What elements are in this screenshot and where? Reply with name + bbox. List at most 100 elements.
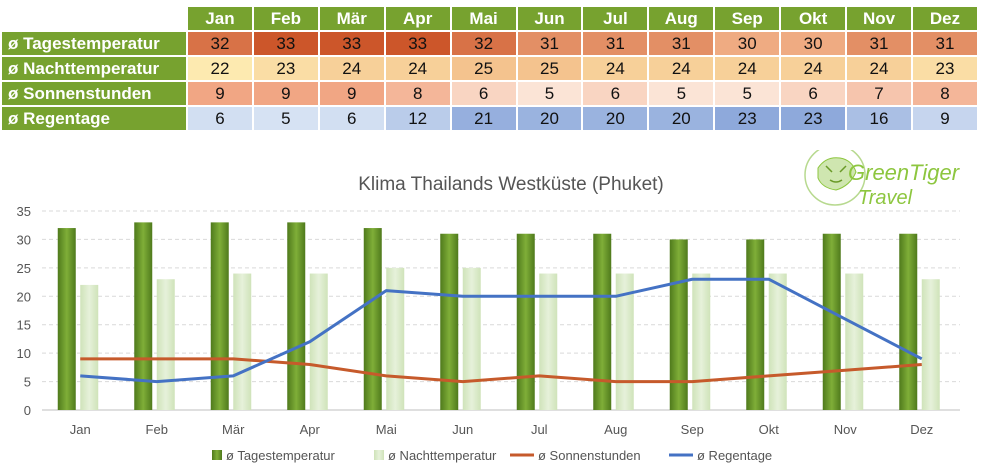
legend-swatch	[374, 450, 384, 460]
y-tick-label: 5	[24, 375, 31, 390]
bar-day-Jul	[516, 233, 535, 410]
table-cell: 24	[715, 57, 780, 80]
row-label: ø Regentage	[2, 107, 186, 130]
table-row: ø Regentage 6 5 6 12 21 20 20 20 23 23 16 9	[2, 107, 977, 130]
month-header-4: Mai	[451, 7, 516, 30]
table-cell: 9	[253, 82, 318, 105]
month-header-5: Jun	[517, 7, 582, 30]
line-series-raindays	[80, 277, 923, 384]
line-series-sunshine	[80, 357, 922, 384]
table-cell: 31	[583, 32, 648, 55]
table-cell: 5	[649, 82, 714, 105]
table-cell: 33	[319, 32, 384, 55]
table-cell: 22	[188, 57, 252, 80]
table-cell: 21	[451, 107, 516, 130]
tiger-face-icon	[825, 165, 847, 183]
bar-night-Jan	[80, 284, 99, 410]
table-cell: 23	[781, 107, 846, 130]
table-cell: 6	[583, 82, 648, 105]
table-cell: 9	[188, 82, 252, 105]
table-cell: 24	[385, 57, 450, 80]
legend-label: ø Nachttemperatur	[388, 448, 497, 463]
table-row: ø Sonnenstunden 9 9 9 8 6 5 6 5 5 6 7 8	[2, 82, 977, 105]
table-cell: 30	[715, 32, 780, 55]
month-header-0: Jan	[188, 7, 252, 30]
chart-title: Klima Thailands Westküste (Phuket)	[358, 174, 664, 195]
table-cell: 5	[253, 107, 318, 130]
x-tick-label: Mär	[222, 422, 245, 437]
bar-night-Mär	[233, 273, 252, 410]
month-header-row: Jan Feb Mär Apr Mai Jun Jul Aug Sep Okt Nov Dez	[2, 7, 977, 30]
x-tick-label: Nov	[834, 422, 858, 437]
bar-night-Mai	[386, 267, 405, 410]
x-tick-label: Jun	[452, 422, 473, 437]
y-tick-label: 0	[24, 403, 31, 418]
bar-night-Aug	[615, 273, 634, 410]
table-cell: 5	[517, 82, 582, 105]
y-tick-label: 25	[17, 261, 31, 276]
x-tick-label: Dez	[910, 422, 933, 437]
table-cell: 20	[583, 107, 648, 130]
y-tick-label: 10	[17, 346, 31, 361]
x-tick-label: Apr	[300, 422, 321, 437]
bar-night-Jul	[539, 273, 558, 410]
table-cell: 8	[912, 82, 977, 105]
row-label: ø Sonnenstunden	[2, 82, 186, 105]
table-cell: 5	[715, 82, 780, 105]
month-header-7: Aug	[649, 7, 714, 30]
table-cell: 23	[912, 57, 977, 80]
bar-day-Dez	[899, 233, 918, 410]
x-tick-label: Jan	[70, 422, 91, 437]
logo-circle	[804, 150, 866, 206]
legend-label: ø Regentage	[697, 448, 772, 463]
table-cell: 7	[847, 82, 911, 105]
table-cell: 20	[649, 107, 714, 130]
table-cell: 6	[319, 107, 384, 130]
y-tick-label: 15	[17, 318, 31, 333]
bar-night-Jun	[462, 267, 481, 410]
bar-night-Apr	[309, 273, 328, 410]
table-cell: 20	[517, 107, 582, 130]
month-header-10: Nov	[847, 7, 911, 30]
x-tick-label: Aug	[604, 422, 627, 437]
climate-table: Jan Feb Mär Apr Mai Jun Jul Aug Sep Okt Nov Dez ø T…	[0, 5, 979, 132]
bar-night-Sep	[692, 273, 711, 410]
table-cell: 30	[781, 32, 846, 55]
table-cell: 24	[847, 57, 911, 80]
bar-day-Okt	[746, 239, 765, 410]
table-corner	[2, 7, 186, 30]
table-cell: 6	[781, 82, 846, 105]
month-header-2: Mär	[319, 7, 384, 30]
table-cell: 32	[188, 32, 252, 55]
row-label: ø Nachttemperatur	[2, 57, 186, 80]
table-cell: 24	[319, 57, 384, 80]
bar-night-Nov	[845, 273, 864, 410]
x-tick-label: Feb	[146, 422, 168, 437]
table-cell: 23	[715, 107, 780, 130]
legend-label: ø Tagestemperatur	[226, 448, 336, 463]
row-label: ø Tagestemperatur	[2, 32, 186, 55]
month-header-3: Apr	[385, 7, 450, 30]
bar-day-Sep	[669, 239, 688, 410]
legend-swatch	[212, 450, 222, 460]
y-tick-label: 30	[17, 232, 31, 247]
month-header-9: Okt	[781, 7, 846, 30]
legend-label: ø Sonnenstunden	[538, 448, 641, 463]
bar-day-Mär	[210, 222, 229, 410]
table-cell: 25	[451, 57, 516, 80]
table-cell: 32	[451, 32, 516, 55]
bar-day-Feb	[134, 222, 153, 410]
x-tick-label: Sep	[681, 422, 704, 437]
table-cell: 9	[319, 82, 384, 105]
climate-chart: Klima Thailands Westküste (Phuket) 0 5 10 15…	[17, 150, 961, 463]
table-cell: 12	[385, 107, 450, 130]
logo-line2: Travel	[858, 187, 913, 209]
bar-day-Mai	[363, 228, 382, 410]
bar-night-Dez	[921, 279, 940, 410]
table-cell: 24	[649, 57, 714, 80]
table-cell: 25	[517, 57, 582, 80]
table-cell: 33	[253, 32, 318, 55]
table-cell: 6	[188, 107, 252, 130]
y-tick-label: 20	[17, 289, 31, 304]
